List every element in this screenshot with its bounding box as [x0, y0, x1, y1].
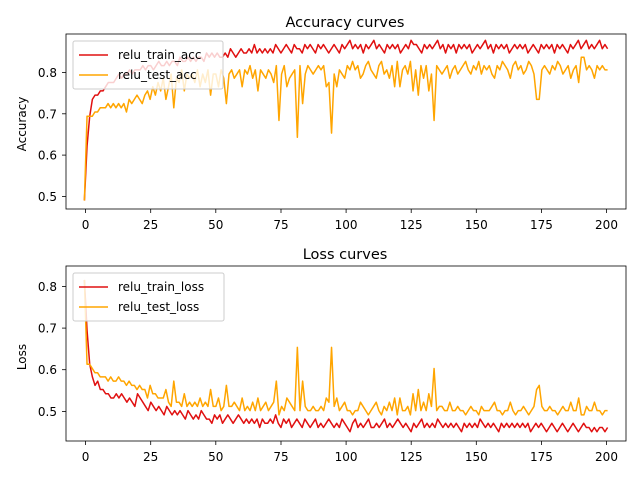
loss-legend-box [72, 272, 225, 322]
loss-xtick-label: 75 [273, 450, 288, 464]
accuracy-y-axis-label: Accuracy [15, 97, 29, 152]
accuracy-subplot: Accuracy curves Accuracy 0.5 0.6 0.7 0.8… [15, 15, 627, 232]
loss-legend: relu_train_loss relu_test_loss [72, 272, 225, 322]
legend-label-relu-test-loss: relu_test_loss [118, 300, 199, 314]
loss-axes-frame [65, 265, 627, 442]
accuracy-y-ticks: 0.5 0.6 0.7 0.8 [38, 66, 66, 204]
accuracy-xtick-label: 100 [335, 218, 358, 232]
accuracy-xtick-label: 150 [465, 218, 488, 232]
accuracy-xtick-label: 50 [208, 218, 223, 232]
accuracy-ytick-label: 0.6 [38, 149, 57, 163]
loss-title: Loss curves [303, 247, 388, 263]
accuracy-ytick-label: 0.7 [38, 107, 57, 121]
accuracy-xtick-label: 0 [82, 218, 90, 232]
loss-plot-area [83, 279, 609, 433]
legend-label-relu-train-acc: relu_train_acc [118, 48, 201, 62]
loss-xtick-label: 125 [400, 450, 423, 464]
accuracy-legend: relu_train_acc relu_test_acc [72, 40, 224, 90]
loss-y-ticks: 0.5 0.6 0.7 0.8 [38, 280, 66, 419]
accuracy-xtick-label: 25 [143, 218, 158, 232]
accuracy-legend-box [72, 40, 224, 90]
accuracy-xtick-label: 175 [530, 218, 553, 232]
loss-ytick-label: 0.7 [38, 322, 57, 336]
series-line-relu-train-loss [83, 279, 609, 433]
loss-xtick-label: 0 [82, 450, 90, 464]
series-line-relu-test-loss [83, 279, 608, 416]
accuracy-ytick-label: 0.5 [38, 190, 57, 204]
loss-xtick-label: 25 [143, 450, 158, 464]
loss-xtick-label: 100 [335, 450, 358, 464]
loss-xtick-label: 150 [465, 450, 488, 464]
accuracy-ytick-label: 0.8 [38, 66, 57, 80]
accuracy-x-ticks: 0 25 50 75 100 125 150 175 200 [82, 209, 618, 232]
loss-xtick-label: 50 [208, 450, 223, 464]
accuracy-xtick-label: 125 [400, 218, 423, 232]
loss-ytick-label: 0.8 [38, 280, 57, 294]
accuracy-xtick-label: 200 [595, 218, 618, 232]
legend-label-relu-train-loss: relu_train_loss [118, 280, 204, 294]
loss-y-axis-label: Loss [15, 344, 29, 370]
loss-xtick-label: 175 [530, 450, 553, 464]
loss-subplot: Loss curves Loss 0.5 0.6 0.7 0.8 0 25 50… [15, 247, 627, 464]
legend-label-relu-test-acc: relu_test_acc [118, 68, 197, 82]
accuracy-xtick-label: 75 [273, 218, 288, 232]
accuracy-title: Accuracy curves [286, 15, 405, 31]
loss-xtick-label: 200 [595, 450, 618, 464]
loss-x-ticks: 0 25 50 75 100 125 150 175 200 [82, 441, 618, 464]
loss-ytick-label: 0.6 [38, 363, 57, 377]
loss-ytick-label: 0.5 [38, 405, 57, 419]
accuracy-axes-frame [65, 33, 627, 210]
